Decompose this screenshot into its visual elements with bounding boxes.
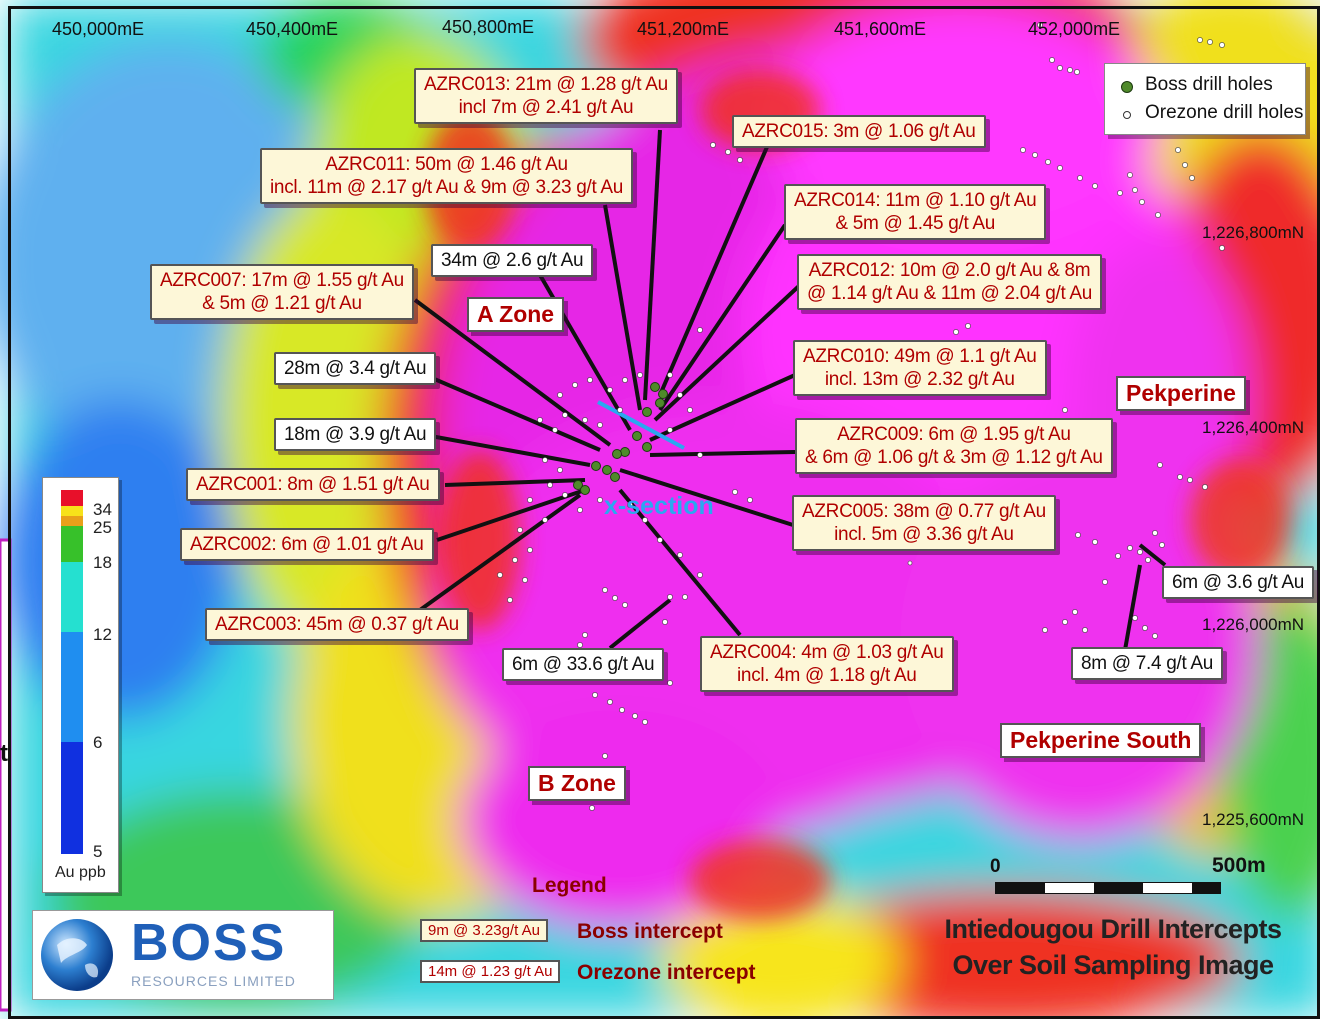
northing-label: 1,226,000mN bbox=[1202, 615, 1304, 635]
scale-tick: 34 bbox=[93, 500, 112, 520]
map-title-line2: Over Soil Sampling Image bbox=[938, 950, 1288, 981]
au-color-scale: 34 25 18 12 6 5 Au ppb bbox=[42, 477, 119, 893]
northing-label: 1,225,600mN bbox=[1202, 810, 1304, 830]
easting-label: 451,200mE bbox=[637, 19, 729, 40]
scale-band bbox=[61, 632, 83, 742]
intercept-azrc002: AZRC002: 6m @ 1.01 g/t Au bbox=[180, 528, 434, 561]
scale-band bbox=[61, 562, 83, 632]
scale-zero: 0 bbox=[990, 856, 1001, 878]
intercept-orezone-18m: 18m @ 3.9 g/t Au bbox=[274, 418, 436, 451]
logo-name: BOSS bbox=[131, 913, 286, 973]
intercept-orezone-34m: 34m @ 2.6 g/t Au bbox=[431, 244, 593, 277]
intercept-azrc003: AZRC003: 45m @ 0.37 g/t Au bbox=[205, 608, 469, 641]
map-title-line1: Intiedougou Drill Intercepts bbox=[938, 914, 1288, 945]
intercept-orezone-8m: 8m @ 7.4 g/t Au bbox=[1071, 647, 1223, 680]
intercept-azrc012: AZRC012: 10m @ 2.0 g/t Au & 8m @ 1.14 g/t… bbox=[797, 254, 1102, 310]
scale-band bbox=[61, 516, 83, 526]
intercept-orezone-6m-pekperine: 6m @ 3.6 g/t Au bbox=[1162, 566, 1314, 599]
boss-hole-marker-icon bbox=[1121, 81, 1133, 93]
intercept-azrc001: AZRC001: 8m @ 1.51 g/t Au bbox=[186, 468, 440, 501]
pekperine-south-label: Pekperine South bbox=[1000, 723, 1201, 758]
x-section-label: x-section bbox=[604, 492, 714, 521]
intercept-azrc013: AZRC013: 21m @ 1.28 g/t Au incl 7m @ 2.41… bbox=[414, 68, 678, 124]
scale-unit: Au ppb bbox=[55, 864, 106, 882]
intercept-azrc015: AZRC015: 3m @ 1.06 g/t Au bbox=[732, 115, 986, 148]
intercept-azrc007: AZRC007: 17m @ 1.55 g/t Au & 5m @ 1.21 g/… bbox=[150, 264, 414, 320]
orezone-hole-marker-icon bbox=[1123, 111, 1131, 119]
intercept-azrc009: AZRC009: 6m @ 1.95 g/t Au & 6m @ 1.06 g/t… bbox=[795, 418, 1113, 474]
easting-label: 450,000mE bbox=[52, 19, 144, 40]
scale-bar bbox=[995, 882, 1221, 894]
scale-tick: 5 bbox=[93, 842, 102, 862]
orezone-intercept-text: Orezone intercept bbox=[577, 961, 756, 985]
a-zone-label: A Zone bbox=[467, 297, 564, 332]
orezone-intercept-sample: 14m @ 1.23 g/t Au bbox=[420, 960, 560, 983]
easting-label: 452,000mE bbox=[1028, 19, 1120, 40]
scale-band bbox=[61, 490, 83, 506]
intercept-orezone-28m: 28m @ 3.4 g/t Au bbox=[274, 352, 436, 385]
drill-hole-legend: Boss drill holes Orezone drill holes bbox=[1104, 63, 1306, 135]
intercept-azrc014: AZRC014: 11m @ 1.10 g/t Au & 5m @ 1.45 g/… bbox=[784, 184, 1046, 240]
boss-intercept-text: Boss intercept bbox=[577, 920, 723, 944]
b-zone-label: B Zone bbox=[528, 766, 626, 801]
scale-band bbox=[61, 526, 83, 562]
scale-tick: 6 bbox=[93, 733, 102, 753]
boss-intercept-sample: 9m @ 3.23g/t Au bbox=[420, 919, 548, 942]
intercept-azrc011: AZRC011: 50m @ 1.46 g/t Au incl. 11m @ 2.… bbox=[260, 148, 633, 204]
easting-label: 451,600mE bbox=[834, 19, 926, 40]
intercept-azrc004: AZRC004: 4m @ 1.03 g/t Au incl. 4m @ 1.18… bbox=[700, 636, 954, 692]
scale-tick: 18 bbox=[93, 553, 112, 573]
boss-resources-logo: BOSS RESOURCES LIMITED bbox=[32, 910, 334, 1000]
scale-end: 500m bbox=[1212, 854, 1266, 878]
easting-label: 450,400mE bbox=[246, 19, 338, 40]
boss-holes-label: Boss drill holes bbox=[1145, 74, 1273, 96]
pekperine-label: Pekperine bbox=[1116, 376, 1246, 411]
scale-tick: 25 bbox=[93, 518, 112, 538]
scale-band bbox=[61, 742, 83, 854]
easting-label: 450,800mE bbox=[442, 17, 534, 38]
orezone-holes-label: Orezone drill holes bbox=[1145, 102, 1303, 124]
northing-label: 1,226,400mN bbox=[1202, 418, 1304, 438]
intercept-orezone-6m-bzone: 6m @ 33.6 g/t Au bbox=[502, 648, 664, 681]
northing-label: 1,226,800mN bbox=[1202, 223, 1304, 243]
intercept-azrc010: AZRC010: 49m @ 1.1 g/t Au incl. 13m @ 2.3… bbox=[793, 340, 1047, 396]
intercept-azrc005: AZRC005: 38m @ 0.77 g/t Au incl. 5m @ 3.3… bbox=[792, 495, 1056, 551]
globe-icon bbox=[37, 915, 117, 995]
scale-band bbox=[61, 506, 83, 516]
logo-subtitle: RESOURCES LIMITED bbox=[131, 973, 296, 989]
scale-tick: 12 bbox=[93, 625, 112, 645]
legend-title: Legend bbox=[532, 874, 607, 898]
cropped-left-fragment: t bbox=[0, 740, 8, 768]
